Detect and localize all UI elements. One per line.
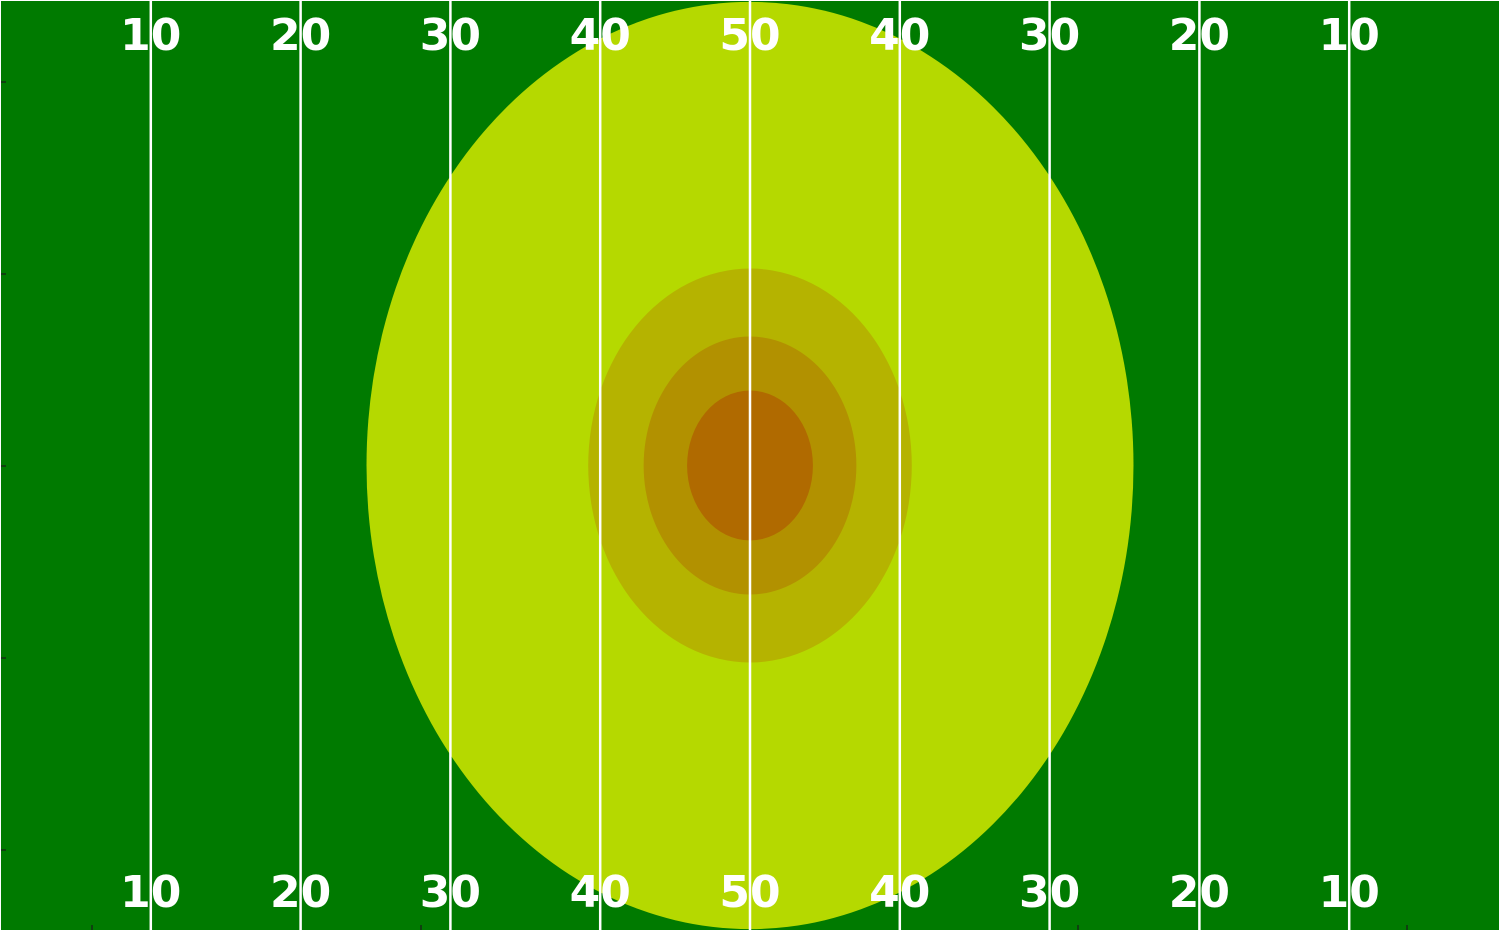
bottom-yard-label-5: 50 bbox=[719, 867, 780, 918]
top-yard-label-1: 10 bbox=[120, 10, 181, 61]
top-yard-label-3: 30 bbox=[420, 10, 481, 61]
top-yard-label-5: 50 bbox=[719, 10, 780, 61]
bottom-yard-label-1: 10 bbox=[120, 867, 181, 918]
bottom-yard-label-9: 10 bbox=[1319, 867, 1380, 918]
top-yard-label-2: 20 bbox=[270, 10, 331, 61]
bottom-yard-label-3: 30 bbox=[420, 867, 481, 918]
top-yard-label-7: 30 bbox=[1019, 10, 1080, 61]
bottom-yard-label-6: 40 bbox=[869, 867, 930, 918]
bottom-yard-label-2: 20 bbox=[270, 867, 331, 918]
bottom-yard-label-4: 40 bbox=[570, 867, 631, 918]
yard-label-layer: 10 10 20 20 30 30 40 40 50 50 40 40 30 30 20 20 10 10 bbox=[120, 10, 1380, 918]
top-yard-label-6: 40 bbox=[869, 10, 930, 61]
top-yard-label-9: 10 bbox=[1319, 10, 1380, 61]
bottom-yard-label-8: 20 bbox=[1169, 867, 1230, 918]
axis-tick-layer bbox=[1, 81, 1408, 930]
top-yard-label-4: 40 bbox=[570, 10, 631, 61]
yard-line-layer bbox=[149, 1, 1351, 930]
top-yard-label-8: 20 bbox=[1169, 10, 1230, 61]
bottom-yard-label-7: 30 bbox=[1019, 867, 1080, 918]
